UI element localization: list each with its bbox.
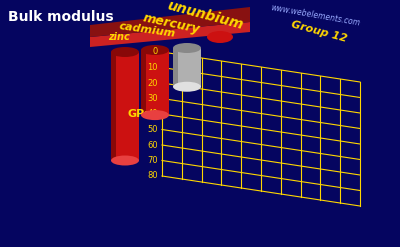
- Text: 60: 60: [147, 141, 158, 149]
- Ellipse shape: [173, 43, 201, 53]
- Text: ununbium: ununbium: [165, 0, 244, 32]
- FancyBboxPatch shape: [173, 48, 201, 87]
- Text: www.webelements.com: www.webelements.com: [270, 3, 361, 27]
- Text: 20: 20: [148, 79, 158, 87]
- FancyBboxPatch shape: [173, 48, 178, 87]
- Ellipse shape: [111, 47, 139, 57]
- FancyBboxPatch shape: [111, 52, 116, 161]
- Text: 40: 40: [148, 109, 158, 119]
- Ellipse shape: [141, 110, 169, 120]
- FancyBboxPatch shape: [141, 50, 146, 115]
- Text: 10: 10: [148, 63, 158, 72]
- Text: 70: 70: [147, 156, 158, 165]
- Text: 0: 0: [153, 47, 158, 57]
- Text: GPa: GPa: [128, 109, 152, 119]
- Text: zinc: zinc: [108, 32, 130, 42]
- Polygon shape: [90, 7, 250, 37]
- Ellipse shape: [141, 45, 169, 55]
- Text: 50: 50: [148, 125, 158, 134]
- FancyBboxPatch shape: [111, 52, 139, 161]
- Text: Group 12: Group 12: [290, 20, 348, 44]
- Ellipse shape: [173, 82, 201, 92]
- Polygon shape: [90, 22, 250, 47]
- Text: Bulk modulus: Bulk modulus: [8, 10, 114, 24]
- Text: mercury: mercury: [142, 12, 202, 36]
- Ellipse shape: [207, 31, 233, 43]
- Text: cadmium: cadmium: [118, 21, 176, 39]
- FancyBboxPatch shape: [141, 50, 169, 115]
- Text: 80: 80: [147, 171, 158, 181]
- Text: 30: 30: [147, 94, 158, 103]
- Ellipse shape: [111, 156, 139, 165]
